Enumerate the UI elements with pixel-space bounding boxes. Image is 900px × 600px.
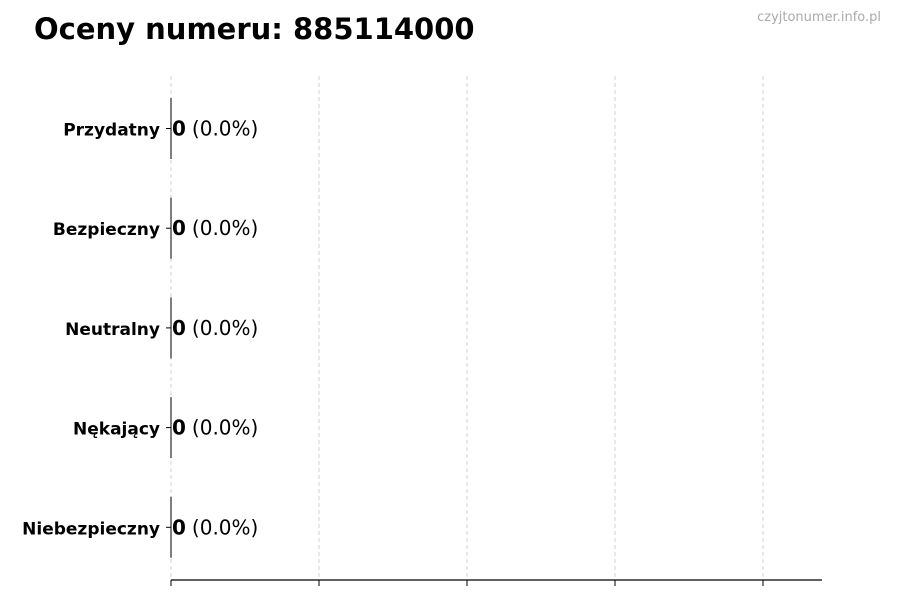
value-count: 0 <box>172 117 186 141</box>
category-label: Bezpieczny <box>53 220 160 240</box>
value-count: 0 <box>172 416 186 440</box>
value-count: 0 <box>172 515 186 539</box>
category-label: Nękający <box>73 420 160 440</box>
value-count: 0 <box>172 316 186 340</box>
value-label: 0 (0.0%) <box>172 416 258 440</box>
value-percent: (0.0%) <box>192 515 258 539</box>
value-percent: (0.0%) <box>192 416 258 440</box>
value-count: 0 <box>172 216 186 240</box>
value-percent: (0.0%) <box>192 216 258 240</box>
category-label: Przydatny <box>63 121 160 141</box>
watermark: czyjtonumer.info.pl <box>757 10 881 25</box>
value-label: 0 (0.0%) <box>172 216 258 240</box>
value-label: 0 (0.0%) <box>172 117 258 141</box>
value-label: 0 (0.0%) <box>172 515 258 539</box>
category-label: Niebezpieczny <box>22 519 160 539</box>
value-label: 0 (0.0%) <box>172 316 258 340</box>
value-percent: (0.0%) <box>192 316 258 340</box>
value-percent: (0.0%) <box>192 117 258 141</box>
chart-title: Oceny numeru: 885114000 <box>34 12 475 46</box>
category-label: Neutralny <box>65 320 160 340</box>
